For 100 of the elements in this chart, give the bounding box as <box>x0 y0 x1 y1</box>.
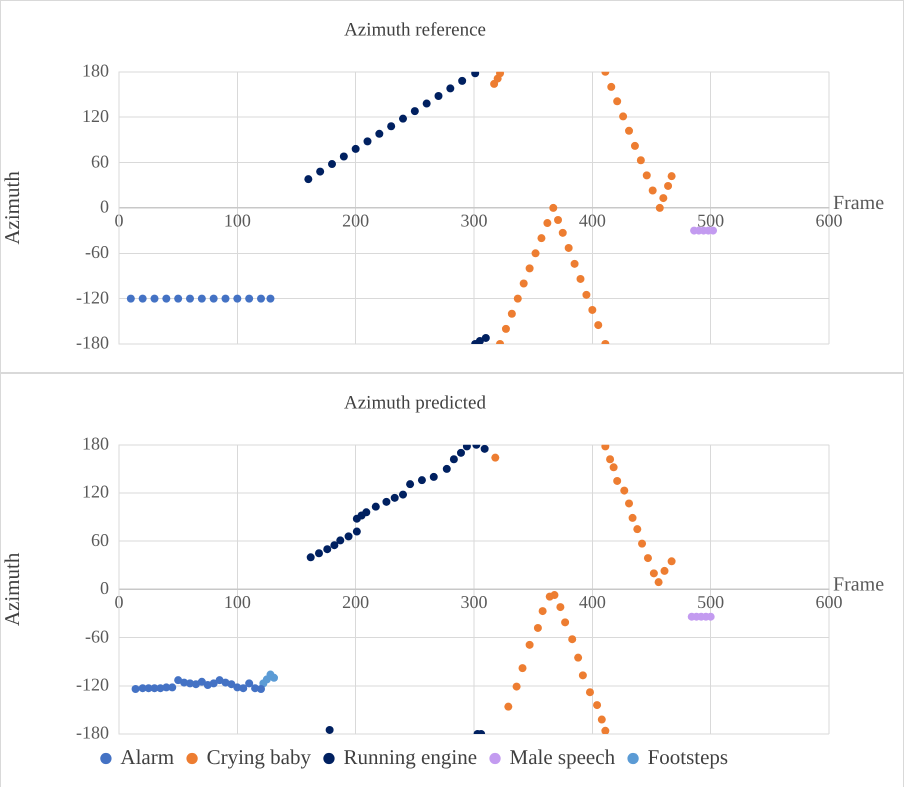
point <box>198 678 206 686</box>
point <box>594 321 602 330</box>
point <box>434 92 442 100</box>
point <box>582 290 590 299</box>
point <box>245 294 254 303</box>
point <box>660 566 669 575</box>
x-tick-label: 100 <box>224 210 251 230</box>
y-tick-label: 0 <box>100 196 109 217</box>
x-tick-label: 0 <box>114 592 124 612</box>
point <box>316 168 324 176</box>
point <box>382 498 390 506</box>
point <box>628 514 637 522</box>
point <box>222 294 230 303</box>
point <box>664 182 672 190</box>
point <box>625 126 634 135</box>
point <box>656 204 664 212</box>
point <box>578 671 587 680</box>
point <box>586 688 594 696</box>
point <box>518 664 527 672</box>
point <box>323 545 332 554</box>
y-tick-label: 0 <box>100 578 109 598</box>
y-axis-title: Azimuth <box>0 552 24 626</box>
chart-title: Azimuth predicted <box>344 392 486 414</box>
point <box>399 114 407 123</box>
legend-label: Crying baby <box>206 745 312 770</box>
y-tick-label: -60 <box>85 626 109 646</box>
point <box>344 532 353 540</box>
point <box>650 569 658 578</box>
point <box>613 476 622 485</box>
point <box>537 234 546 242</box>
point <box>593 701 602 710</box>
x-tick-label: 0 <box>114 210 124 230</box>
y-tick-label: 120 <box>82 106 109 126</box>
point <box>549 204 558 212</box>
point <box>613 97 622 106</box>
point <box>588 306 596 314</box>
point <box>257 685 265 694</box>
point <box>638 540 646 548</box>
x-tick-label: 500 <box>697 592 724 612</box>
point <box>512 682 521 691</box>
point <box>126 294 135 303</box>
point <box>245 679 254 688</box>
point <box>538 607 547 616</box>
point <box>352 528 361 536</box>
point <box>387 122 396 130</box>
x-tick-label: 200 <box>342 210 370 230</box>
point <box>476 336 484 344</box>
point <box>390 494 399 502</box>
point <box>364 137 372 146</box>
point <box>150 294 158 303</box>
point <box>336 536 344 544</box>
point <box>352 144 360 153</box>
y-tick-label: -120 <box>76 674 109 695</box>
point <box>556 603 564 612</box>
point <box>314 549 323 558</box>
point <box>520 280 528 288</box>
point <box>532 249 540 258</box>
point <box>233 294 242 303</box>
point <box>607 82 616 91</box>
point <box>257 294 265 303</box>
point <box>410 107 419 116</box>
point <box>340 152 348 160</box>
point <box>138 294 147 303</box>
point <box>620 486 628 495</box>
point <box>570 260 579 268</box>
x-tick-label: 400 <box>578 210 606 230</box>
point <box>610 463 618 472</box>
point <box>186 294 194 303</box>
y-tick-label: 60 <box>91 530 109 550</box>
legend-label: Running engine <box>343 745 478 770</box>
point <box>304 175 312 184</box>
point <box>270 674 278 682</box>
point <box>576 274 584 283</box>
point <box>198 294 206 303</box>
y-axis-title: Azimuth <box>0 170 24 245</box>
point <box>442 464 451 473</box>
y-tick-label: -180 <box>76 722 109 743</box>
point <box>504 702 512 711</box>
point <box>375 130 384 138</box>
point <box>558 228 567 237</box>
point <box>668 172 676 180</box>
y-tick-label: 180 <box>82 434 109 454</box>
point <box>132 685 140 694</box>
point <box>446 84 454 92</box>
point <box>458 76 466 85</box>
point <box>668 557 676 566</box>
point <box>239 684 248 692</box>
point <box>568 635 576 644</box>
point <box>482 334 490 342</box>
point <box>372 502 380 511</box>
point <box>648 186 657 195</box>
point <box>633 525 642 534</box>
point <box>326 726 334 734</box>
point <box>561 618 570 626</box>
legend-label: Male speech <box>510 745 616 770</box>
point <box>636 156 645 164</box>
point <box>406 480 414 488</box>
x-tick-label: 300 <box>460 210 488 230</box>
point <box>619 112 628 120</box>
point <box>659 194 668 202</box>
